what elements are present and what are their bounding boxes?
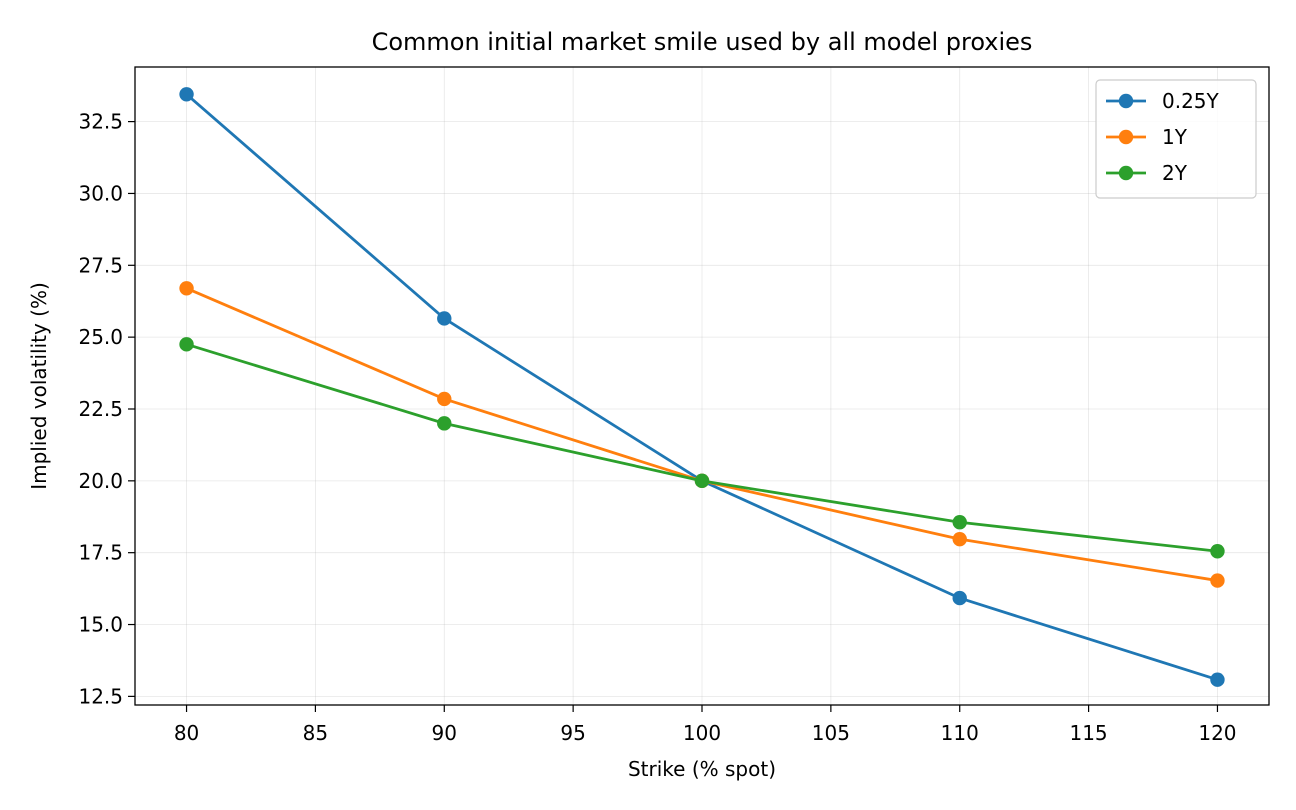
data-point	[1210, 672, 1225, 687]
legend-swatch-marker	[1118, 129, 1134, 145]
x-tick-label: 85	[303, 721, 328, 745]
legend-box	[1095, 79, 1257, 199]
legend: 0.25Y 1Y 2Y	[1095, 79, 1257, 199]
y-axis: 12.5 15.0 17.5 20.0 22.5 25.0 27.5 30.0 32.5	[78, 110, 135, 708]
series-2Y	[179, 337, 1225, 559]
series-group	[179, 87, 1225, 687]
y-tick-label: 30.0	[78, 181, 123, 205]
data-point	[694, 473, 710, 489]
legend-swatch-marker	[1118, 165, 1134, 181]
data-point	[952, 531, 967, 547]
y-axis-label: Implied volatility (%)	[27, 282, 51, 490]
y-tick-label: 22.5	[78, 397, 123, 421]
data-point	[437, 416, 452, 431]
x-tick-label: 120	[1198, 721, 1236, 745]
x-tick-label: 95	[560, 721, 585, 745]
data-point	[179, 87, 194, 102]
data-point	[1210, 573, 1225, 588]
data-point	[952, 515, 967, 530]
x-axis-label: Strike (% spot)	[628, 757, 776, 781]
legend-label: 1Y	[1162, 125, 1188, 149]
data-point	[437, 311, 452, 326]
data-point	[952, 590, 967, 606]
data-point	[179, 337, 194, 352]
legend-item: 1Y	[1106, 125, 1188, 149]
x-tick-label: 105	[812, 721, 850, 745]
data-point	[179, 281, 194, 296]
x-tick-label: 90	[432, 721, 457, 745]
data-point	[437, 391, 452, 407]
x-tick-label: 80	[174, 721, 199, 745]
y-tick-label: 20.0	[78, 469, 123, 493]
x-tick-label: 110	[941, 721, 979, 745]
y-tick-label: 12.5	[78, 684, 123, 708]
chart-title: Common initial market smile used by all …	[372, 28, 1033, 56]
y-tick-label: 15.0	[78, 613, 123, 637]
data-point	[1210, 544, 1225, 559]
x-tick-label: 115	[1069, 721, 1107, 745]
legend-label: 2Y	[1162, 161, 1188, 185]
legend-label: 0.25Y	[1162, 89, 1220, 113]
x-axis: 80 85 90 95 100 105 110 115 120	[174, 705, 1237, 745]
legend-swatch-marker	[1118, 93, 1134, 109]
y-tick-label: 32.5	[78, 110, 123, 134]
y-tick-label: 25.0	[78, 325, 123, 349]
y-tick-label: 27.5	[78, 253, 123, 277]
x-tick-label: 100	[683, 721, 721, 745]
y-tick-label: 17.5	[78, 541, 123, 565]
legend-item: 2Y	[1106, 161, 1188, 185]
legend-item: 0.25Y	[1106, 89, 1220, 113]
